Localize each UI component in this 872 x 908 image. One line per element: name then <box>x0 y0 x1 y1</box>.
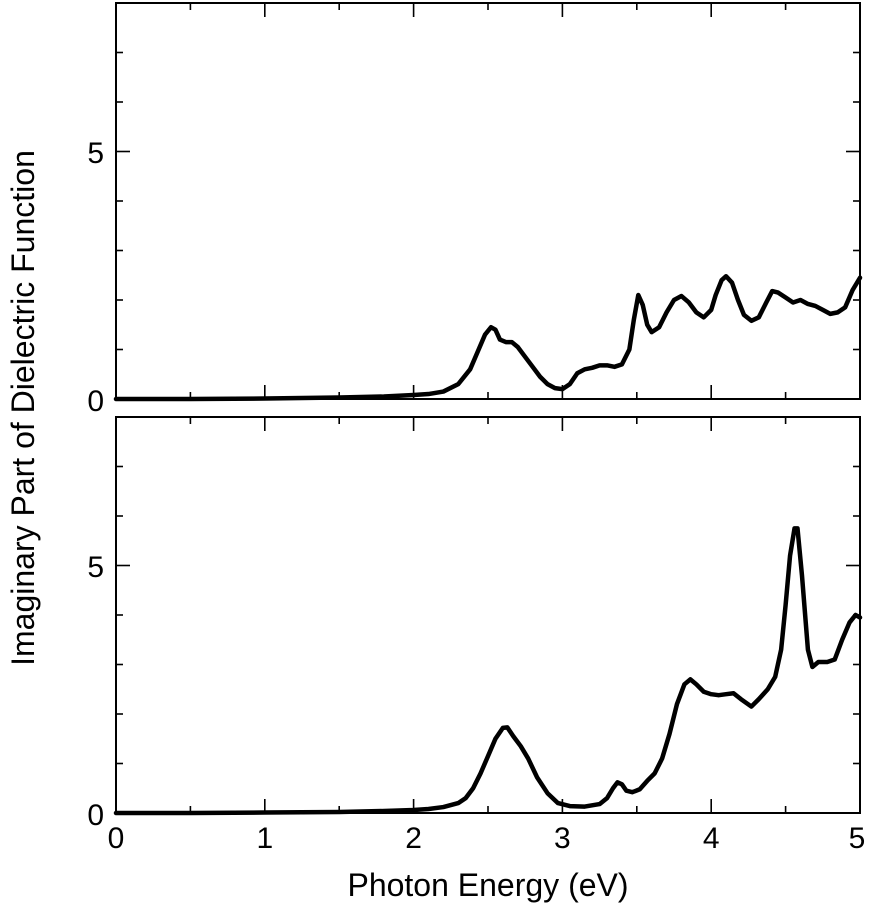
x-tick-labels: 0 1 2 3 4 5 <box>108 822 866 855</box>
bottom-panel-y-tick-labels: 5 0 <box>87 551 104 832</box>
x-tick-label-4: 4 <box>703 822 720 855</box>
top-y-tick-label-5: 5 <box>87 137 104 170</box>
bottom-panel: 5 0 0 1 2 3 4 5 <box>87 416 866 855</box>
top-panel-ticks <box>115 2 861 400</box>
top-series-line <box>113 273 863 402</box>
top-panel: 5 0 <box>87 2 863 418</box>
x-tick-label-0: 0 <box>108 822 125 855</box>
top-plot-frame <box>115 2 861 400</box>
x-tick-label-1: 1 <box>256 822 273 855</box>
top-panel-y-tick-labels: 5 0 <box>87 137 104 418</box>
x-tick-label-3: 3 <box>554 822 571 855</box>
x-tick-label-5: 5 <box>849 822 866 855</box>
x-axis-title: Photon Energy (eV) <box>347 867 628 903</box>
top-y-tick-label-0: 0 <box>87 385 104 418</box>
y-axis-title: Imaginary Part of Dielectric Function <box>5 150 41 666</box>
x-tick-label-2: 2 <box>405 822 422 855</box>
bottom-y-tick-label-0: 0 <box>87 799 104 832</box>
bottom-series-line <box>113 526 863 816</box>
bottom-y-tick-label-5: 5 <box>87 551 104 584</box>
